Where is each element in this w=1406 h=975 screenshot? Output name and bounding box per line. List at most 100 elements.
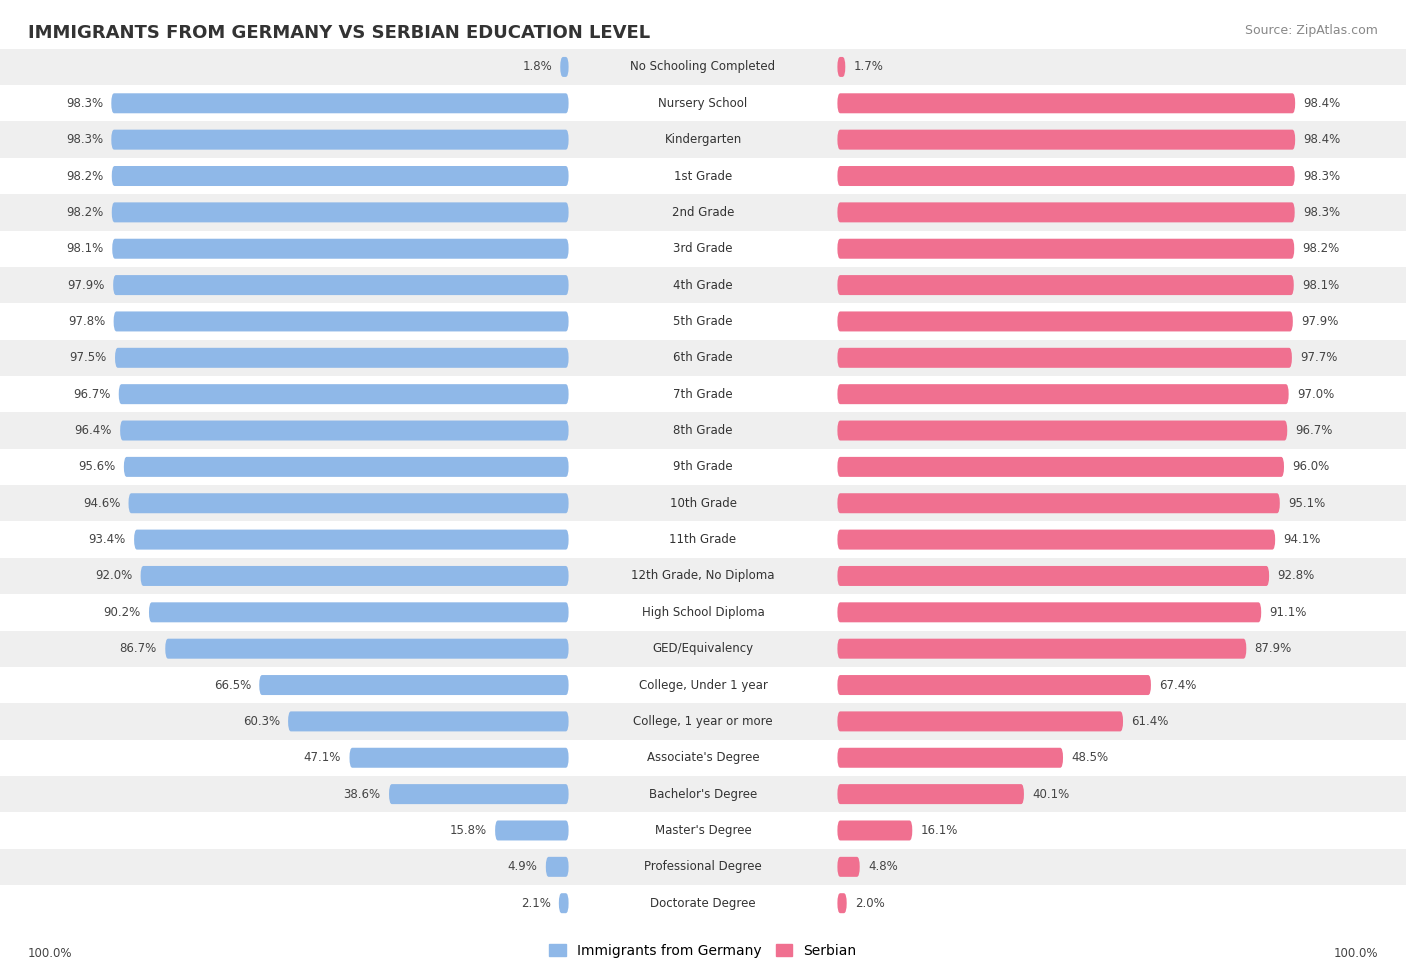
- FancyBboxPatch shape: [111, 166, 568, 186]
- FancyBboxPatch shape: [124, 457, 568, 477]
- Text: 98.3%: 98.3%: [66, 134, 103, 146]
- Text: 98.2%: 98.2%: [66, 170, 104, 182]
- Text: 98.1%: 98.1%: [1302, 279, 1340, 292]
- Text: 97.9%: 97.9%: [1301, 315, 1339, 328]
- FancyBboxPatch shape: [838, 857, 859, 877]
- Text: 12th Grade, No Diploma: 12th Grade, No Diploma: [631, 569, 775, 582]
- FancyBboxPatch shape: [838, 712, 1123, 731]
- Text: 2nd Grade: 2nd Grade: [672, 206, 734, 218]
- Text: 61.4%: 61.4%: [1132, 715, 1168, 728]
- Text: 60.3%: 60.3%: [243, 715, 280, 728]
- Text: 40.1%: 40.1%: [1032, 788, 1070, 800]
- Text: 90.2%: 90.2%: [104, 605, 141, 619]
- Text: 1.7%: 1.7%: [853, 60, 883, 73]
- FancyBboxPatch shape: [838, 203, 1295, 222]
- Bar: [0, 158, 1406, 194]
- Text: 94.1%: 94.1%: [1284, 533, 1320, 546]
- FancyBboxPatch shape: [288, 712, 568, 731]
- FancyBboxPatch shape: [120, 420, 568, 441]
- FancyBboxPatch shape: [166, 639, 568, 659]
- Bar: [0, 376, 1406, 412]
- FancyBboxPatch shape: [838, 457, 1284, 477]
- FancyBboxPatch shape: [838, 94, 1295, 113]
- FancyBboxPatch shape: [838, 784, 1024, 804]
- Text: 48.5%: 48.5%: [1071, 752, 1108, 764]
- FancyBboxPatch shape: [141, 566, 568, 586]
- Text: 4th Grade: 4th Grade: [673, 279, 733, 292]
- Text: College, Under 1 year: College, Under 1 year: [638, 679, 768, 691]
- Text: 95.6%: 95.6%: [79, 460, 115, 474]
- Bar: [0, 49, 1406, 85]
- Text: 97.9%: 97.9%: [67, 279, 105, 292]
- Text: 4.9%: 4.9%: [508, 860, 537, 874]
- Bar: [0, 740, 1406, 776]
- Bar: [0, 303, 1406, 339]
- Bar: [0, 486, 1406, 522]
- Text: 47.1%: 47.1%: [304, 752, 342, 764]
- Text: 5th Grade: 5th Grade: [673, 315, 733, 328]
- FancyBboxPatch shape: [259, 675, 568, 695]
- Bar: [0, 703, 1406, 740]
- FancyBboxPatch shape: [838, 130, 1295, 149]
- Bar: [0, 848, 1406, 885]
- FancyBboxPatch shape: [560, 57, 568, 77]
- Text: 98.4%: 98.4%: [1303, 97, 1341, 110]
- Text: 97.8%: 97.8%: [67, 315, 105, 328]
- Text: 96.7%: 96.7%: [1295, 424, 1333, 437]
- FancyBboxPatch shape: [838, 348, 1292, 368]
- FancyBboxPatch shape: [838, 384, 1289, 405]
- FancyBboxPatch shape: [114, 311, 568, 332]
- Text: 97.5%: 97.5%: [69, 351, 107, 365]
- Text: Bachelor's Degree: Bachelor's Degree: [650, 788, 756, 800]
- FancyBboxPatch shape: [838, 239, 1295, 258]
- Text: 4.8%: 4.8%: [868, 860, 898, 874]
- Text: GED/Equivalency: GED/Equivalency: [652, 643, 754, 655]
- Text: 3rd Grade: 3rd Grade: [673, 242, 733, 255]
- FancyBboxPatch shape: [115, 348, 568, 368]
- FancyBboxPatch shape: [838, 57, 845, 77]
- FancyBboxPatch shape: [838, 566, 1270, 586]
- Text: 2.1%: 2.1%: [520, 897, 551, 910]
- FancyBboxPatch shape: [838, 748, 1063, 767]
- Text: 96.7%: 96.7%: [73, 388, 111, 401]
- Bar: [0, 594, 1406, 631]
- Text: 92.0%: 92.0%: [96, 569, 132, 582]
- Text: 93.4%: 93.4%: [89, 533, 125, 546]
- Text: 92.8%: 92.8%: [1278, 569, 1315, 582]
- Text: 2.0%: 2.0%: [855, 897, 884, 910]
- Text: 38.6%: 38.6%: [343, 788, 381, 800]
- Text: 86.7%: 86.7%: [120, 643, 157, 655]
- Bar: [0, 230, 1406, 267]
- FancyBboxPatch shape: [838, 275, 1294, 295]
- Bar: [0, 448, 1406, 486]
- Text: IMMIGRANTS FROM GERMANY VS SERBIAN EDUCATION LEVEL: IMMIGRANTS FROM GERMANY VS SERBIAN EDUCA…: [28, 24, 650, 42]
- Text: Nursery School: Nursery School: [658, 97, 748, 110]
- Text: 98.4%: 98.4%: [1303, 134, 1341, 146]
- Text: College, 1 year or more: College, 1 year or more: [633, 715, 773, 728]
- Text: 67.4%: 67.4%: [1159, 679, 1197, 691]
- Text: 66.5%: 66.5%: [214, 679, 250, 691]
- Text: No Schooling Completed: No Schooling Completed: [630, 60, 776, 73]
- Text: 98.3%: 98.3%: [66, 97, 103, 110]
- Text: 7th Grade: 7th Grade: [673, 388, 733, 401]
- FancyBboxPatch shape: [838, 311, 1294, 332]
- Text: 100.0%: 100.0%: [28, 947, 73, 960]
- Bar: [0, 122, 1406, 158]
- FancyBboxPatch shape: [838, 603, 1261, 622]
- Text: 100.0%: 100.0%: [1333, 947, 1378, 960]
- Text: 94.6%: 94.6%: [83, 496, 121, 510]
- FancyBboxPatch shape: [112, 239, 568, 258]
- Text: 8th Grade: 8th Grade: [673, 424, 733, 437]
- FancyBboxPatch shape: [111, 203, 568, 222]
- FancyBboxPatch shape: [111, 130, 568, 149]
- Legend: Immigrants from Germany, Serbian: Immigrants from Germany, Serbian: [544, 938, 862, 963]
- FancyBboxPatch shape: [495, 821, 568, 840]
- Text: 6th Grade: 6th Grade: [673, 351, 733, 365]
- FancyBboxPatch shape: [838, 893, 846, 914]
- Text: Professional Degree: Professional Degree: [644, 860, 762, 874]
- Bar: [0, 558, 1406, 594]
- Bar: [0, 667, 1406, 703]
- Text: 97.0%: 97.0%: [1296, 388, 1334, 401]
- Text: 91.1%: 91.1%: [1270, 605, 1306, 619]
- Text: 96.0%: 96.0%: [1292, 460, 1330, 474]
